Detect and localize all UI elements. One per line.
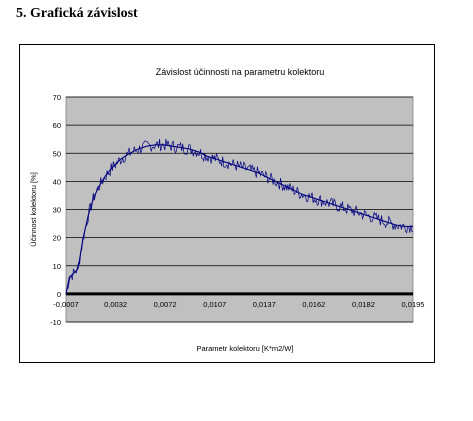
- y-tick-label: 70: [53, 93, 61, 102]
- series-group: [65, 138, 414, 295]
- y-tick-label: 60: [53, 121, 61, 130]
- y-tick-label: 0: [57, 290, 61, 299]
- series-line: [65, 138, 414, 295]
- y-tick-label: 30: [53, 206, 61, 215]
- y-axis-label: Účinnost kolektoru [%]: [29, 172, 38, 247]
- x-tick-label: -0,0007: [53, 300, 78, 309]
- x-tick-label: 0,0032: [104, 300, 127, 309]
- x-tick-label: 0,0182: [352, 300, 375, 309]
- y-tick-label: 50: [53, 149, 61, 158]
- gridlines: [66, 96, 413, 323]
- x-axis-label: Parametr kolektoru [K*m2/W]: [196, 344, 293, 353]
- x-tick-label: 0,0195: [402, 300, 425, 309]
- y-tick-label: 10: [53, 262, 61, 271]
- x-tick-label: 0,0072: [154, 300, 177, 309]
- y-axis-ticks: -10 0 10 20 30 40 50 60 70: [50, 93, 61, 327]
- y-tick-label: -10: [50, 318, 61, 327]
- trend-line: [65, 144, 413, 295]
- x-tick-label: 0,0162: [302, 300, 325, 309]
- chart-title: Závislost účinnosti na parametru kolekto…: [156, 67, 325, 77]
- section-heading: 5. Grafická závislost: [16, 6, 138, 21]
- x-tick-label: 0,0137: [253, 300, 276, 309]
- x-tick-label: 0,0107: [203, 300, 226, 309]
- y-tick-label: 20: [53, 234, 61, 243]
- y-tick-label: 40: [53, 177, 61, 186]
- x-axis-ticks: -0,0007 0,0032 0,0072 0,0107 0,0137 0,0162 0,0…: [53, 300, 424, 309]
